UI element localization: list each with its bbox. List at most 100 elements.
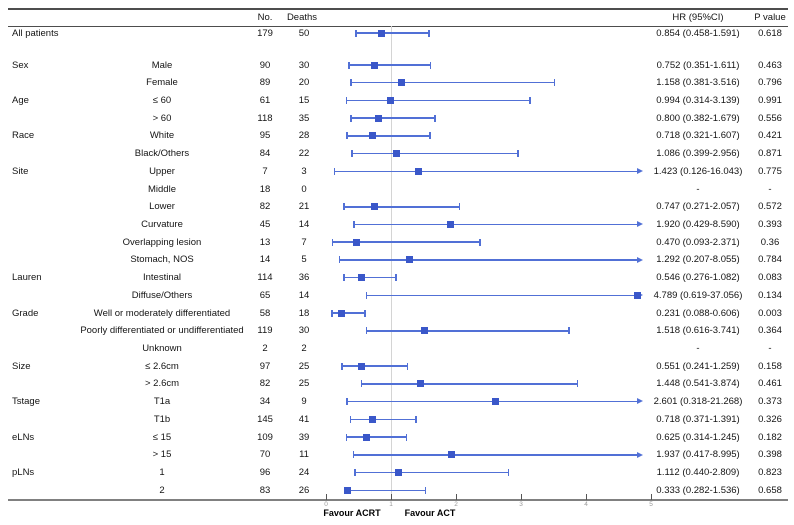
row-pvalue: 0.775	[758, 165, 782, 177]
row-subgroup-label: Overlapping lesion	[122, 236, 202, 248]
row-hr-ci-value: 0.231 (0.088-0.606)	[656, 307, 740, 319]
row-subgroup-label: Stomach, NOS	[130, 254, 194, 266]
row-deaths-value: 26	[298, 484, 310, 496]
row-no-value: 45	[259, 218, 271, 230]
axis-tick	[456, 494, 457, 500]
row-no-value: 2	[262, 343, 268, 355]
ci-cap-left	[350, 114, 352, 122]
row-subgroup-label: ≤ 60	[152, 94, 172, 106]
row-no-value: 34	[259, 396, 271, 408]
row-hr-ci-value: 0.747 (0.271-2.057)	[656, 201, 740, 213]
row-subgroup-label: Unknown	[142, 343, 182, 355]
ci-cap-left	[331, 309, 333, 317]
row-no-value: 118	[257, 112, 273, 124]
row-pvalue: 0.784	[758, 254, 782, 266]
ci-line	[351, 152, 519, 155]
row-subgroup-label: Male	[151, 59, 173, 71]
ci-cap-right	[405, 433, 408, 441]
ci-cap-right	[429, 61, 432, 69]
favour-left-label: Favour ACRT	[323, 508, 381, 518]
hr-marker	[371, 203, 379, 211]
hr-marker	[387, 96, 395, 104]
row-deaths-value: 30	[298, 59, 310, 71]
row-no-value: 84	[259, 148, 271, 160]
row-hr-ci-value: 0.551 (0.241-1.259)	[656, 360, 740, 372]
row-pvalue: 0.421	[758, 130, 782, 142]
hr-marker	[447, 220, 455, 228]
ci-cap-left	[352, 451, 355, 459]
row-pvalue: 0.618	[758, 27, 782, 39]
hr-marker	[337, 309, 345, 317]
hr-marker	[414, 167, 422, 175]
ci-arrow-right	[637, 256, 643, 263]
row-subgroup-label: Female	[146, 77, 178, 89]
ci-cap-right	[406, 362, 409, 370]
ci-cap-left	[345, 96, 348, 104]
hr-marker	[393, 150, 401, 158]
ci-line	[346, 99, 531, 102]
row-group-label: pLNs	[12, 467, 35, 479]
row-subgroup-label: > 60	[152, 112, 172, 124]
row-group-label: Site	[12, 165, 29, 177]
header-rule	[8, 25, 788, 27]
ci-cap-left	[354, 469, 356, 477]
row-group-label: Age	[12, 94, 29, 106]
row-subgroup-label: Poorly differentiated or undifferentiate…	[80, 325, 244, 337]
row-pvalue: 0.373	[758, 396, 782, 408]
row-deaths-value: 25	[298, 378, 310, 390]
row-group-label: All patients	[12, 27, 59, 39]
row-no-value: 83	[259, 484, 271, 496]
row-pvalue: 0.182	[758, 431, 782, 443]
row-hr-ci-value: 2.601 (0.318-21.268)	[653, 396, 743, 408]
hr-marker	[491, 398, 499, 406]
bottom-rule	[8, 499, 788, 501]
row-deaths-value: 14	[298, 289, 310, 301]
row-hr-ci-value: 0.718 (0.371-1.391)	[656, 413, 740, 425]
column-header-pvalue: P value	[754, 12, 786, 23]
row-subgroup-label: Curvature	[141, 218, 183, 230]
row-hr-ci-value: 0.546 (0.276-1.082)	[656, 272, 740, 284]
row-pvalue: 0.003	[758, 307, 782, 319]
row-subgroup-label: ≤ 15	[152, 431, 172, 443]
row-no-value: 89	[259, 77, 271, 89]
hr-marker	[371, 61, 379, 69]
row-deaths-value: 2	[301, 343, 307, 355]
ci-arrow-right	[637, 451, 643, 458]
row-hr-ci-value: 1.292 (0.207-8.055)	[656, 254, 740, 266]
row-hr-ci-value: 1.937 (0.417-8.995)	[656, 449, 740, 461]
hr-marker	[353, 238, 361, 246]
row-no-value: 82	[259, 378, 271, 390]
row-deaths-value: 22	[298, 148, 310, 160]
row-pvalue: 0.364	[758, 325, 782, 337]
reference-line-hr1	[391, 26, 392, 499]
row-no-value: 70	[259, 449, 271, 461]
axis-tick-label: 1	[389, 501, 393, 508]
row-pvalue: 0.658	[758, 484, 782, 496]
hr-marker	[374, 114, 382, 122]
top-rule	[8, 8, 788, 10]
ci-cap-right	[576, 380, 579, 388]
row-pvalue: -	[768, 343, 772, 355]
ci-line	[350, 418, 417, 421]
row-pvalue: 0.871	[758, 148, 782, 160]
row-hr-ci-value: 1.448 (0.541-3.874)	[656, 378, 740, 390]
ci-line	[355, 32, 430, 34]
ci-line	[350, 117, 436, 119]
row-subgroup-label: Intestinal	[142, 272, 182, 284]
hr-marker	[448, 451, 456, 459]
row-no-value: 18	[259, 183, 271, 195]
row-deaths-value: 50	[298, 27, 310, 39]
row-pvalue: 0.461	[758, 378, 782, 390]
ci-cap-left	[341, 362, 343, 370]
ci-line	[348, 64, 431, 66]
row-no-value: 82	[259, 201, 271, 213]
ci-cap-left	[331, 238, 334, 246]
row-pvalue: 0.796	[758, 77, 782, 89]
ci-line	[334, 170, 638, 173]
row-group-label: Race	[12, 130, 35, 142]
row-pvalue: 0.398	[758, 449, 782, 461]
row-hr-ci-value: -	[696, 183, 700, 195]
row-no-value: 96	[259, 467, 271, 479]
ci-cap-left	[345, 433, 348, 441]
